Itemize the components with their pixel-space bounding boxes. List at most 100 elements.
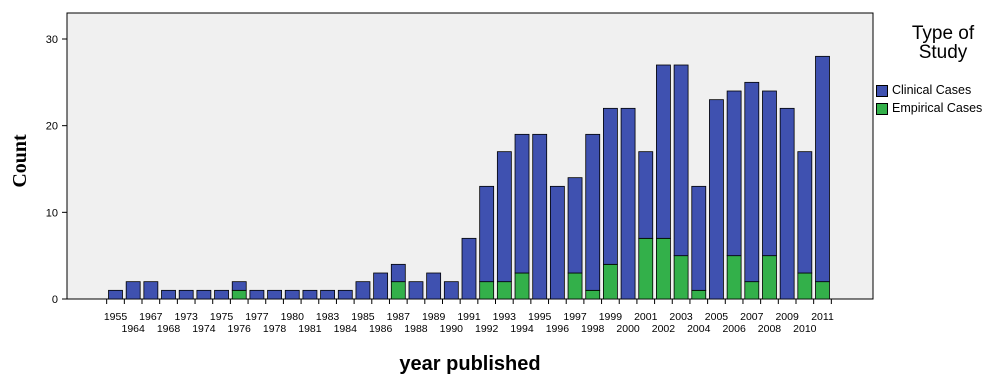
bar-empirical — [744, 281, 760, 300]
y-tick-label: 30 — [46, 34, 58, 46]
bar-clinical — [143, 281, 159, 300]
x-tick-label: 1997 — [563, 311, 587, 323]
legend-title-line-1: Type of — [911, 23, 975, 44]
bar-clinical — [284, 289, 300, 300]
bar-empirical — [638, 237, 654, 300]
bar-clinical — [514, 133, 530, 274]
x-tick-label: 2003 — [669, 311, 693, 323]
x-tick-label: 1975 — [210, 311, 234, 323]
x-tick-label: 1998 — [581, 323, 605, 335]
y-axis: 0 10 20 30 — [46, 34, 67, 306]
legend-label-empirical: Empirical Cases — [892, 101, 983, 115]
bar-clinical — [638, 151, 654, 239]
y-tick-label: 20 — [46, 121, 58, 133]
bar-clinical — [196, 289, 212, 300]
bar-clinical — [549, 185, 565, 300]
bar-clinical — [620, 107, 636, 300]
legend-swatch-empirical — [876, 103, 888, 115]
x-axis: 1955196419671968197319741975197619771978… — [104, 299, 834, 335]
bar-clinical — [267, 289, 282, 300]
bar-clinical — [337, 289, 353, 300]
x-tick-label: 2000 — [616, 323, 640, 335]
x-tick-label: 1976 — [228, 323, 252, 335]
bar-empirical — [726, 255, 742, 300]
x-tick-label: 1967 — [139, 311, 163, 323]
legend-label-clinical: Clinical Cases — [892, 83, 972, 97]
bar-clinical — [320, 289, 336, 300]
bar-empirical — [585, 289, 601, 300]
bar-empirical — [603, 263, 618, 300]
x-tick-label: 1980 — [281, 311, 305, 323]
x-tick-label: 1993 — [493, 311, 517, 323]
bar-empirical — [514, 272, 530, 300]
x-tick-label: 2008 — [758, 323, 782, 335]
bars-layer — [108, 55, 830, 300]
bar-clinical — [567, 177, 583, 274]
legend-title-line-2: Study — [918, 42, 968, 63]
bar-empirical — [231, 289, 247, 300]
bar-clinical — [426, 272, 442, 300]
bar-clinical — [726, 90, 742, 257]
x-tick-label: 1992 — [475, 323, 499, 335]
legend-swatch-clinical — [876, 85, 888, 97]
x-tick-label: 1983 — [316, 311, 340, 323]
bar-empirical — [479, 281, 495, 300]
bar-clinical — [302, 289, 318, 300]
bar-clinical — [815, 55, 830, 283]
y-tick-label: 10 — [46, 207, 58, 219]
bar-clinical — [355, 281, 371, 300]
bar-clinical — [178, 289, 194, 300]
x-tick-label: 1989 — [422, 311, 446, 323]
x-tick-label: 1987 — [387, 311, 411, 323]
x-tick-label: 1994 — [510, 323, 534, 335]
x-tick-label: 1990 — [440, 323, 464, 335]
bar-clinical — [390, 263, 406, 283]
x-tick-label: 1985 — [351, 311, 375, 323]
bar-clinical — [408, 281, 424, 300]
bar-clinical — [744, 81, 760, 283]
bar-empirical — [567, 272, 583, 300]
x-tick-label: 1978 — [263, 323, 287, 335]
x-tick-label: 1968 — [157, 323, 181, 335]
x-tick-label: 1991 — [457, 311, 481, 323]
x-tick-label: 1955 — [104, 311, 128, 323]
bar-clinical — [214, 289, 229, 300]
x-tick-label: 1981 — [298, 323, 322, 335]
bar-clinical — [709, 99, 724, 300]
y-tick-label: 0 — [52, 294, 58, 306]
bar-clinical — [249, 289, 265, 300]
bar-clinical — [532, 133, 548, 300]
x-tick-label: 2011 — [811, 311, 834, 323]
x-tick-label: 2004 — [687, 323, 711, 335]
bar-empirical — [496, 281, 512, 300]
bar-empirical — [815, 281, 830, 300]
x-tick-label: 2002 — [652, 323, 676, 335]
bar-empirical — [673, 255, 689, 300]
x-tick-label: 1988 — [404, 323, 428, 335]
x-tick-label: 1974 — [192, 323, 216, 335]
x-tick-label: 2009 — [775, 311, 799, 323]
y-axis-title: Count — [9, 134, 31, 188]
x-tick-label: 1977 — [245, 311, 269, 323]
bar-empirical — [691, 289, 707, 300]
bar-clinical — [443, 281, 459, 300]
x-tick-label: 1984 — [334, 323, 358, 335]
x-tick-label: 1996 — [546, 323, 570, 335]
x-tick-label: 1964 — [121, 323, 145, 335]
x-tick-label: 2006 — [722, 323, 746, 335]
bar-empirical — [797, 272, 813, 300]
x-tick-label: 1986 — [369, 323, 393, 335]
bar-clinical — [125, 281, 141, 300]
bar-empirical — [390, 281, 406, 300]
x-tick-label: 2005 — [705, 311, 729, 323]
bar-clinical — [797, 151, 813, 274]
bar-clinical — [161, 289, 176, 300]
bar-clinical — [656, 64, 671, 239]
x-tick-label: 2007 — [740, 311, 764, 323]
bar-clinical — [373, 272, 389, 300]
bar-clinical — [496, 151, 512, 283]
bar-clinical — [231, 281, 247, 291]
bar-clinical — [461, 237, 477, 300]
